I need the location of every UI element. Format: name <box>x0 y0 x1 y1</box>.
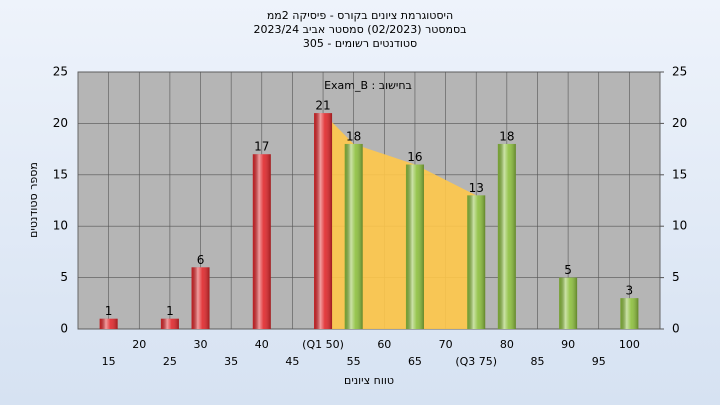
x-tick-label: 30 <box>194 338 208 351</box>
subtitle: סטודנטים רשומים - 305 <box>303 37 417 50</box>
bar-shine <box>252 154 271 329</box>
bar-shine <box>497 143 516 329</box>
value-label: 13 <box>469 181 484 195</box>
y2-tick-label: 15 <box>672 167 687 181</box>
y2-tick-label: 0 <box>672 322 680 336</box>
subtitle: בסמסטר (02/2023) סמסטר אביב 2023/24 <box>253 23 466 36</box>
y-tick-label: 0 <box>60 322 68 336</box>
bar-shine <box>405 164 424 329</box>
x-axis-label: טווח ציונים <box>344 374 394 387</box>
bar-shine <box>99 318 118 329</box>
x-tick-label: 65 <box>408 355 422 368</box>
value-label: 6 <box>197 253 205 267</box>
x-tick-label: (Q3 75) <box>455 355 497 368</box>
x-tick-label: 35 <box>224 355 238 368</box>
y-tick-label: 20 <box>53 116 68 130</box>
value-label: 18 <box>346 129 361 143</box>
y2-tick-label: 25 <box>672 65 687 79</box>
bar-shine <box>620 298 639 329</box>
x-tick-label: 95 <box>592 355 606 368</box>
x-tick-label: 25 <box>163 355 177 368</box>
x-tick-label: 90 <box>561 338 575 351</box>
x-tick-label: (Q1 50) <box>302 338 344 351</box>
value-label: 18 <box>499 129 514 143</box>
bar-shine <box>314 113 333 330</box>
y-axis-label: מספר סטודנטים <box>27 162 40 238</box>
y2-tick-label: 10 <box>672 219 687 233</box>
x-tick-label: 100 <box>619 338 640 351</box>
y2-tick-label: 5 <box>672 270 680 284</box>
value-label: 3 <box>626 284 634 298</box>
bar-shine <box>559 277 578 329</box>
y-tick-label: 25 <box>53 65 68 79</box>
bar-shine <box>344 143 363 329</box>
x-tick-label: 60 <box>377 338 391 351</box>
bar-shine <box>191 267 210 329</box>
value-label: 16 <box>407 150 422 164</box>
value-label: 1 <box>105 304 113 318</box>
y-tick-label: 10 <box>53 219 68 233</box>
x-tick-label: 80 <box>500 338 514 351</box>
x-tick-label: 15 <box>102 355 116 368</box>
value-label: 5 <box>564 263 572 277</box>
y2-tick-label: 20 <box>672 116 687 130</box>
x-tick-label: 20 <box>132 338 146 351</box>
bar-shine <box>160 318 179 329</box>
y-tick-label: 5 <box>60 270 68 284</box>
x-tick-label: 45 <box>285 355 299 368</box>
x-tick-label: 40 <box>255 338 269 351</box>
value-label: 1 <box>166 304 174 318</box>
annotation: בחישוב : Exam_B <box>324 79 412 92</box>
title: היסטוגרמת ציונים בקורס - פיסיקה 2ממ <box>267 9 453 22</box>
x-tick-label: 55 <box>347 355 361 368</box>
value-label: 17 <box>254 140 269 154</box>
x-tick-label: 85 <box>530 355 544 368</box>
x-tick-label: 70 <box>439 338 453 351</box>
value-label: 21 <box>315 99 330 113</box>
bar-shine <box>467 195 486 329</box>
y-tick-label: 15 <box>53 167 68 181</box>
